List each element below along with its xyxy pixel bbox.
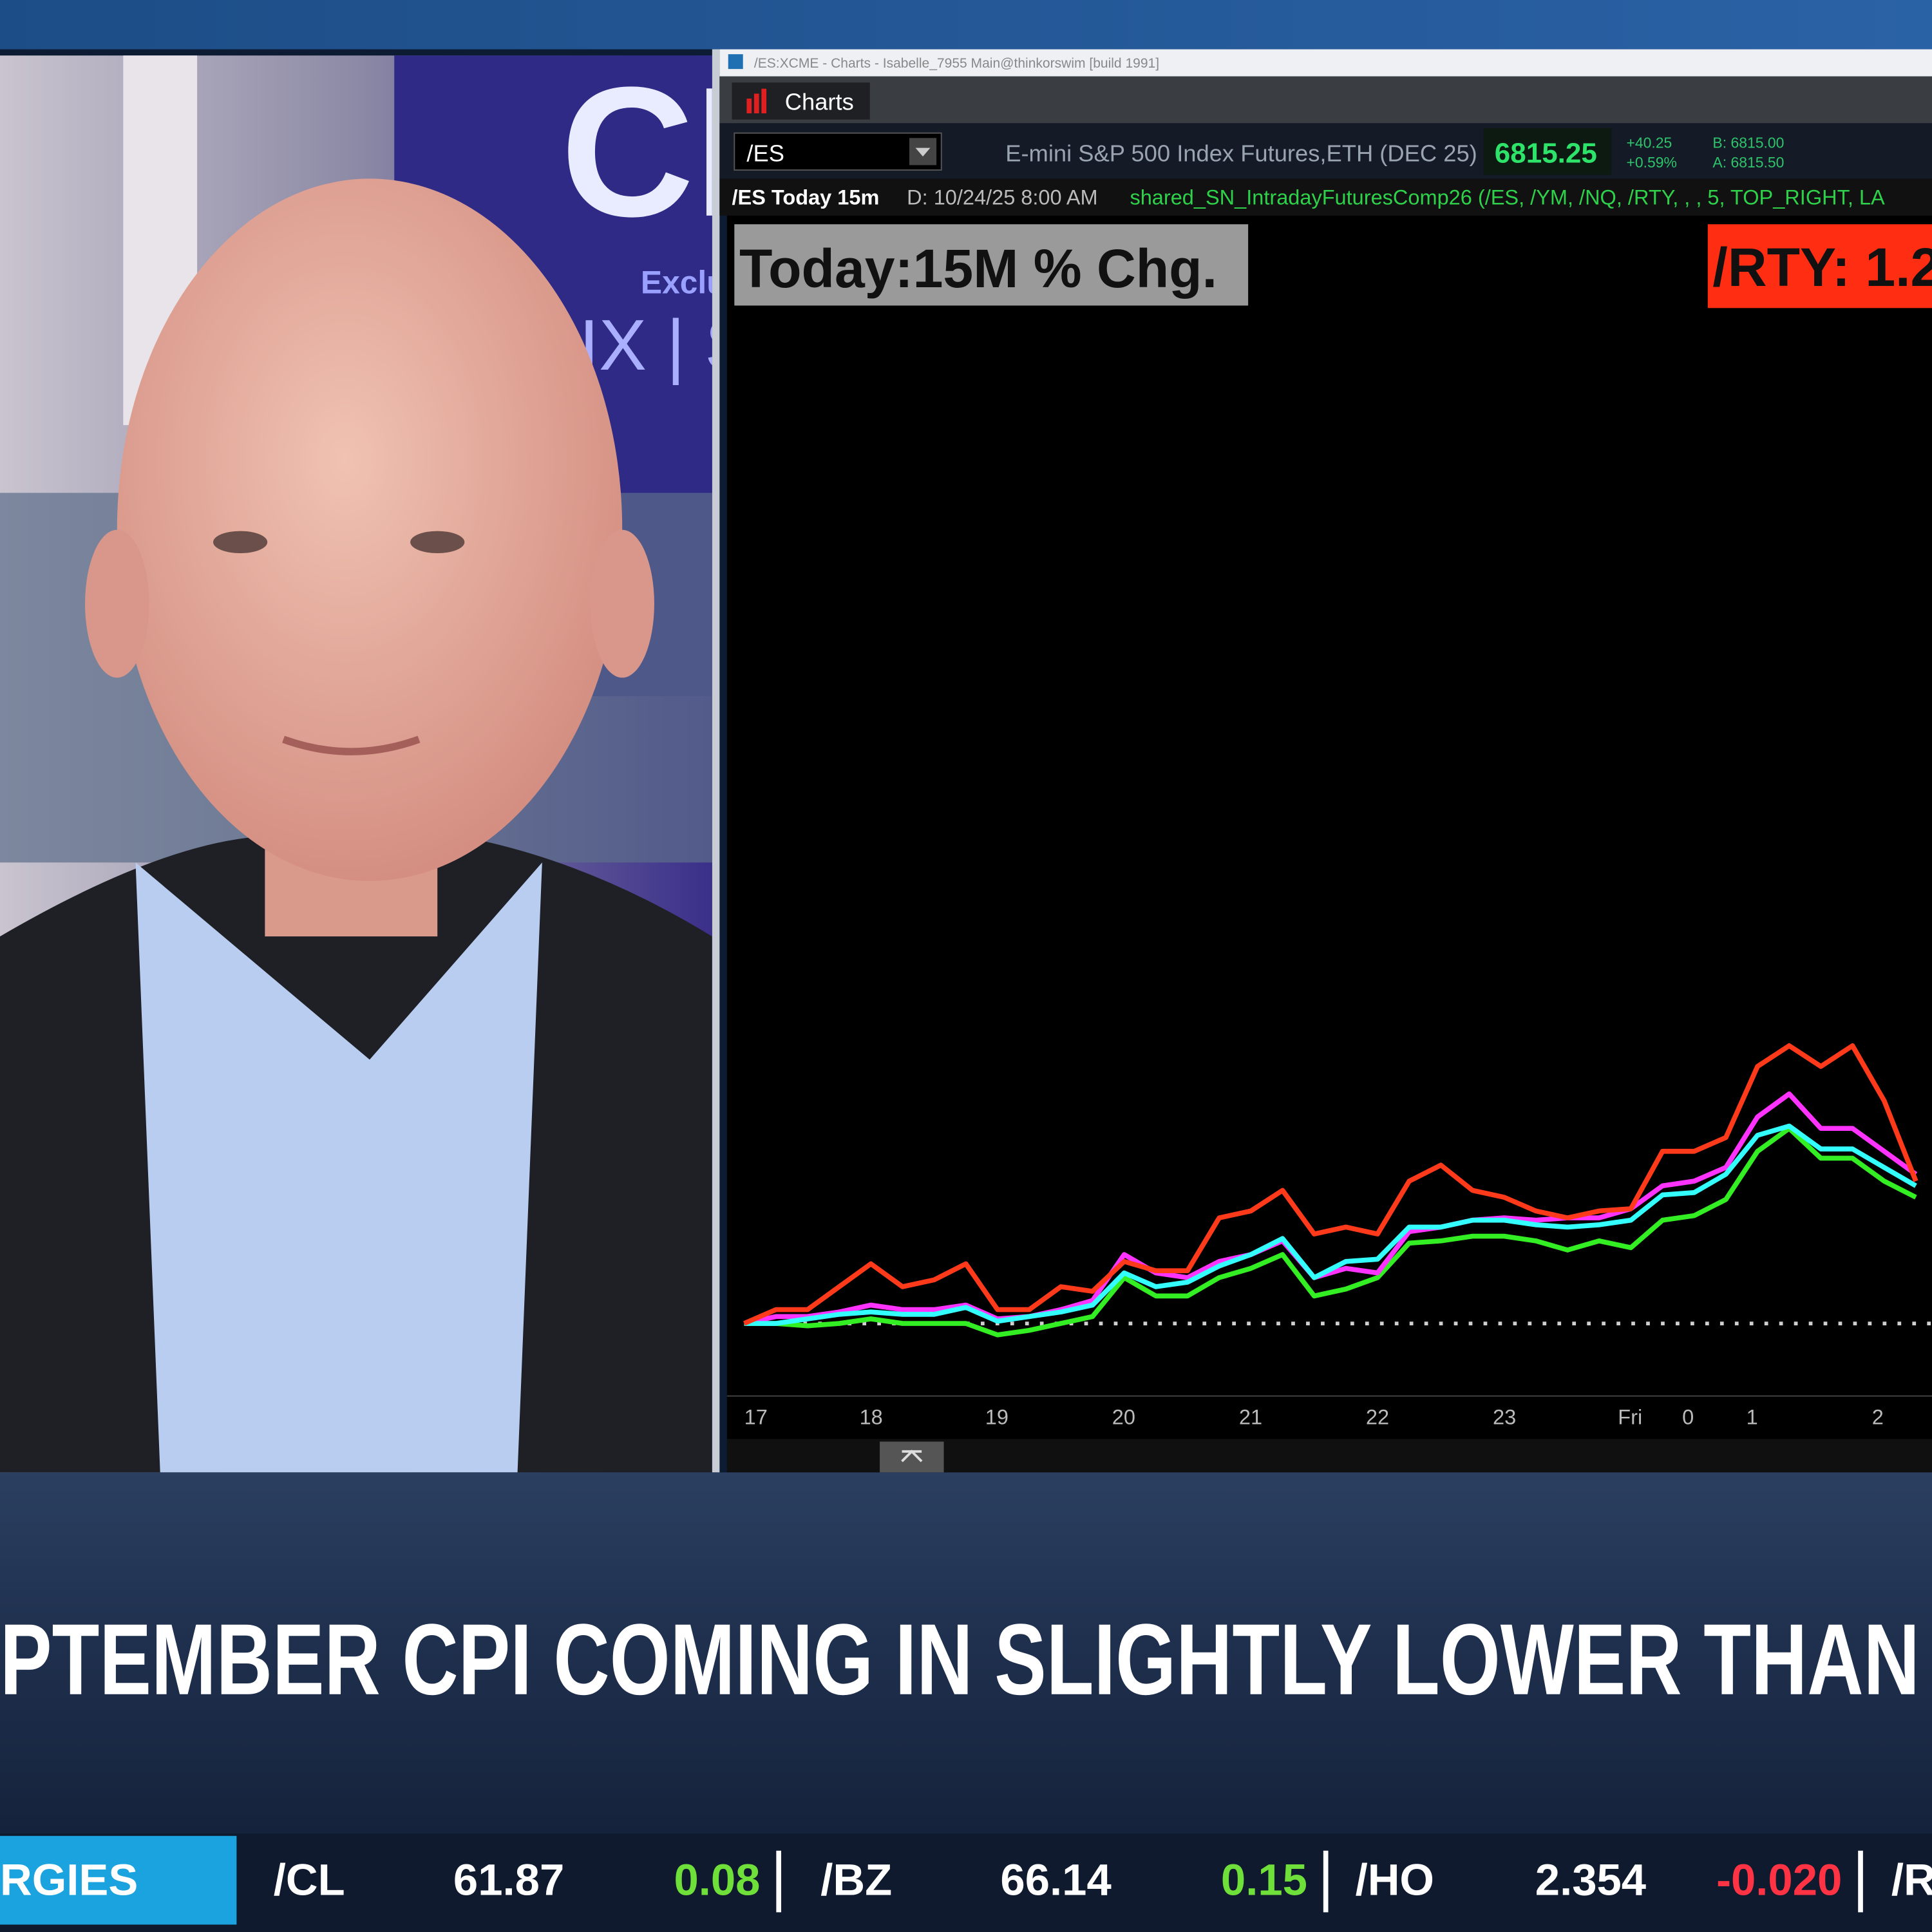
ticker-items: /CL 61.87 0.08/BZ 66.14 0.15/HO 2.354 -0.020 — [274, 1850, 1863, 1913]
ticker-section: RGIES — [0, 1855, 138, 1905]
series-label: /RTY: 1.2 — [1712, 237, 1932, 298]
chart-name: /ES Today 15m — [732, 186, 879, 209]
change: +40.25 — [1627, 135, 1672, 151]
ticker-symbol: /BZ — [820, 1855, 892, 1905]
change-pct: +0.59% — [1627, 154, 1677, 171]
ticker-price: 66.14 — [1000, 1855, 1111, 1905]
symbol-box[interactable] — [734, 132, 942, 171]
series-line — [744, 1126, 1917, 1338]
x-axis: 17 18 19 20 21 22 23 Fri 0 1 2 — [744, 1406, 1884, 1429]
x-tick-label: 23 — [1493, 1406, 1516, 1429]
x-tick-label: 22 — [1366, 1406, 1389, 1429]
series-line — [744, 1123, 1917, 1326]
x-tick-label: 0 — [1682, 1406, 1694, 1429]
scroll-button[interactable] — [880, 1441, 944, 1473]
ticker-separator — [1323, 1850, 1329, 1913]
top-bar — [0, 0, 1932, 50]
ticker-price: 61.87 — [453, 1855, 564, 1905]
plot-area — [726, 215, 1932, 1399]
ticker-next: /R — [1891, 1855, 1932, 1905]
ask: A: 6815.50 — [1712, 154, 1784, 171]
chart-date: D: 10/24/25 8:00 AM — [907, 186, 1097, 209]
lower-third — [0, 1472, 1932, 1836]
x-tick-label: 18 — [860, 1406, 883, 1429]
x-tick-label: 20 — [1112, 1406, 1135, 1429]
headline: PTEMBER CPI COMING IN SLIGHTLY LOWER THA… — [0, 1604, 1920, 1716]
series-line — [743, 1043, 1918, 1326]
ticker-change: 0.08 — [674, 1855, 760, 1905]
logo-line: IX | S — [579, 305, 752, 385]
series-line — [743, 1091, 1918, 1326]
x-tick-label: 1 — [1747, 1406, 1758, 1429]
divider — [712, 49, 720, 1473]
study: shared_SN_IntradayFuturesComp26 (/ES, /Y… — [1130, 186, 1885, 209]
video-panel: CI Exclu IX | S — [0, 48, 752, 1473]
tab-label[interactable]: Charts — [785, 88, 854, 115]
chart-title: Today:15M % Chg. — [739, 238, 1217, 299]
x-tick-label: 21 — [1239, 1406, 1262, 1429]
logo-text: CI — [561, 48, 746, 255]
symbol[interactable]: /ES — [746, 140, 784, 167]
price: 6815.25 — [1495, 138, 1597, 169]
x-tick-label: Fri — [1618, 1406, 1642, 1429]
window-title: /ES:XCME - Charts - Isabelle_7955 Main@t… — [754, 56, 1159, 71]
ticker-change: 0.15 — [1221, 1855, 1307, 1905]
ticker-symbol: /CL — [274, 1855, 345, 1905]
chart-window: /ES:XCME - Charts - Isabelle_7955 Main@t… — [719, 49, 1932, 1473]
bid: B: 6815.00 — [1712, 135, 1784, 151]
ticker-symbol: /HO — [1356, 1855, 1434, 1905]
ticker-change: -0.020 — [1716, 1855, 1842, 1905]
ticker-separator — [1858, 1850, 1863, 1913]
description: E-mini S&P 500 Index Futures,ETH (DEC 25… — [1005, 140, 1477, 167]
x-tick-label: 2 — [1872, 1406, 1884, 1429]
x-tick-label: 17 — [744, 1406, 768, 1429]
plot — [743, 1043, 1932, 1338]
logo-sub: Exclu — [641, 264, 726, 300]
x-tick-label: 19 — [985, 1406, 1009, 1429]
ticker-price: 2.354 — [1535, 1855, 1646, 1905]
ticker-separator — [776, 1850, 782, 1913]
ticker — [0, 1833, 1932, 1932]
